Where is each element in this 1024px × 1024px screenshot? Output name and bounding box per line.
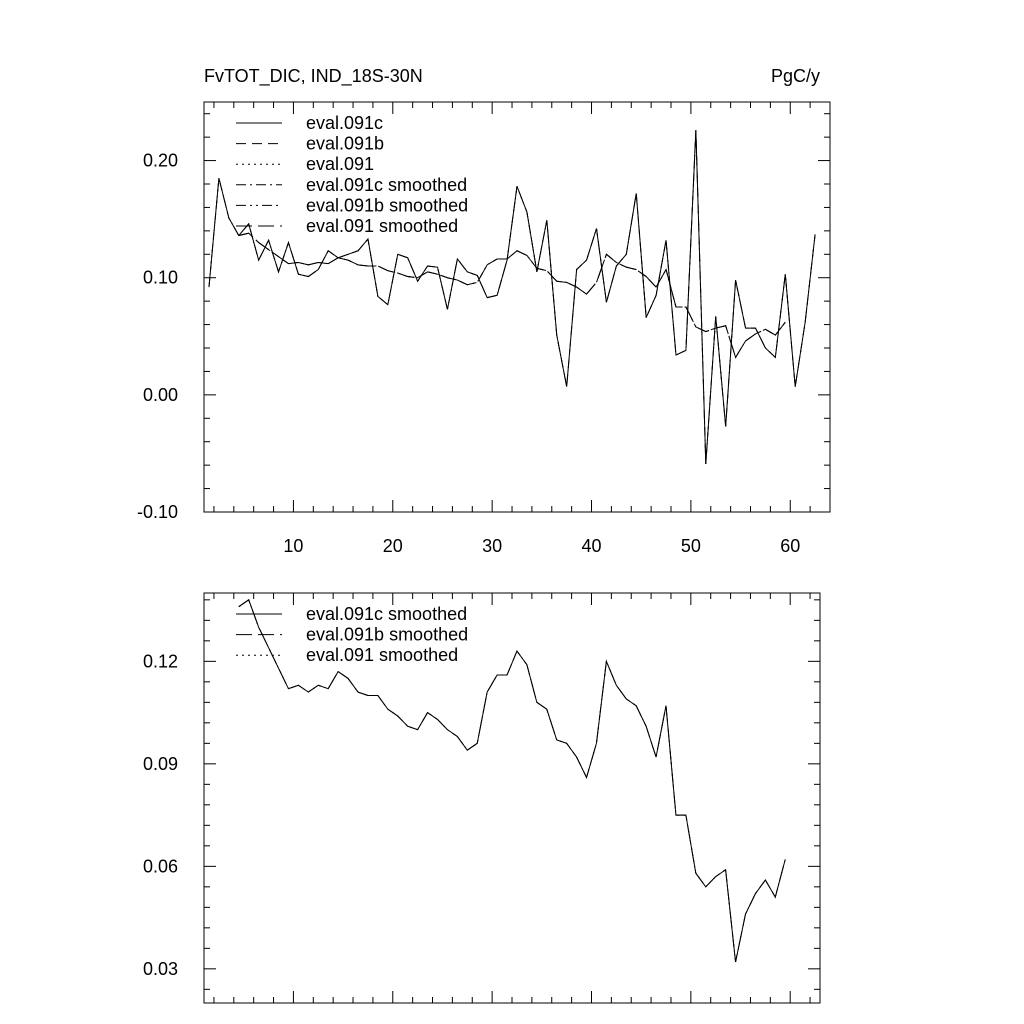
y-tick-label: 0.09 (143, 754, 178, 774)
legend-label: eval.091 smoothed (306, 645, 458, 665)
legend-label: eval.091c smoothed (306, 175, 467, 195)
legend-label: eval.091b smoothed (306, 195, 468, 215)
y-tick-label: 0.03 (143, 959, 178, 979)
chart-title: FvTOT_DIC, IND_18S-30N (204, 66, 423, 87)
y-tick-label: -0.10 (137, 502, 178, 522)
legend-label: eval.091b (306, 134, 384, 154)
data-line (238, 232, 786, 359)
data-line (238, 232, 786, 359)
y-tick-label: 0.10 (143, 268, 178, 288)
y-tick-label: 0.00 (143, 385, 178, 405)
x-tick-label: 20 (383, 536, 403, 556)
y-tick-label: 0.12 (143, 651, 178, 671)
legend-label: eval.091c (306, 113, 383, 133)
y-tick-label: 0.06 (143, 856, 178, 876)
x-tick-label: 60 (780, 536, 800, 556)
plot-frame (203, 592, 821, 1004)
plot-frame (203, 101, 831, 513)
legend-label: eval.091 (306, 154, 374, 174)
legend-label: eval.091c smoothed (306, 604, 467, 624)
legend-label: eval.091b smoothed (306, 625, 468, 645)
data-line (238, 232, 786, 359)
y-tick-label: 0.20 (143, 151, 178, 171)
x-tick-label: 30 (482, 536, 502, 556)
x-tick-label: 40 (582, 536, 602, 556)
units-label: PgC/y (771, 66, 820, 86)
legend-label: eval.091 smoothed (306, 216, 458, 236)
x-tick-label: 10 (283, 536, 303, 556)
x-tick-label: 50 (681, 536, 701, 556)
data-line (238, 599, 786, 963)
data-line (208, 130, 816, 465)
